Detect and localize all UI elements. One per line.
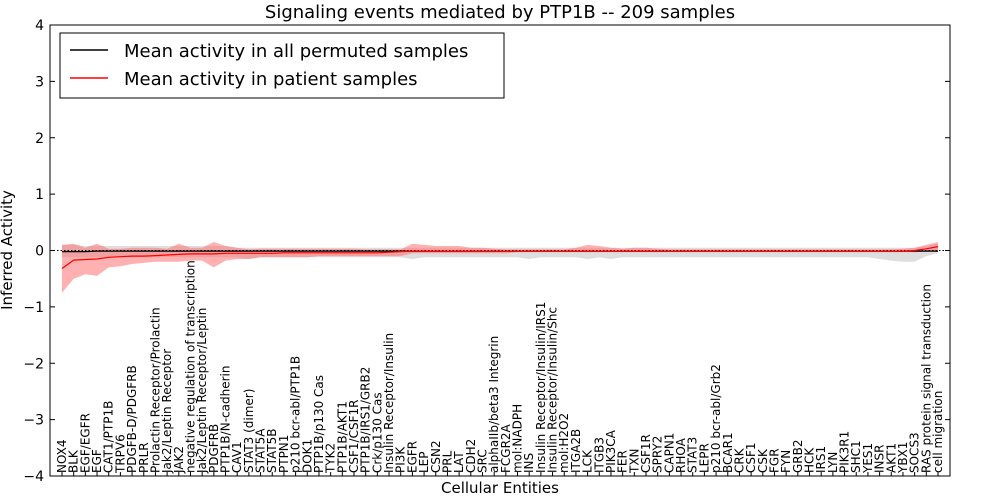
x-tick-label: PTPN1 — [277, 435, 291, 473]
x-tick-label: Jak2/Leptin Receptor/Leptin — [195, 308, 209, 474]
x-tick-label: CAT1/PTP1B — [102, 401, 116, 473]
x-tick-label: FGR — [768, 448, 782, 473]
x-tick-label: BCAR1 — [721, 432, 735, 473]
x-tick-label: Insulin Receptor/Insulin — [382, 333, 396, 473]
x-tick-label: STAT3 — [686, 437, 700, 473]
confidence-bands — [62, 242, 938, 293]
x-tick-label: EGFR — [405, 441, 419, 473]
x-tick-label: SRC — [476, 449, 490, 473]
x-tick-label: PTP1B/p130 Cas — [312, 375, 326, 473]
x-tick-label: SHC1 — [849, 440, 863, 473]
x-tick-label: DOK1 — [300, 439, 314, 473]
x-tick-label: PRLR — [137, 442, 151, 473]
x-tick-label: YES1 — [861, 443, 875, 474]
band-patient — [62, 242, 938, 293]
x-tick-label: CAV1 — [230, 441, 244, 473]
x-tick-label: Jak2/Leptin Receptor — [160, 349, 174, 474]
x-tick-label: JAK2 — [172, 446, 186, 474]
x-tick-label: CSN2 — [429, 440, 443, 473]
x-tick-label: PTP1B/AKT1 — [335, 401, 349, 473]
x-axis: NOX4BLKEGF/EGFREGFCAT1/PTP1BTRPV6PDGFB-D… — [55, 260, 945, 476]
y-tick-label: −4 — [23, 469, 44, 485]
x-tick-label: NOX4 — [55, 439, 69, 473]
y-axis-label: Inferred Activity — [0, 190, 16, 310]
x-tick-label: LEP — [417, 451, 431, 473]
x-tick-label: HCK — [803, 447, 817, 473]
x-tick-label: IRS1 — [814, 446, 828, 473]
x-tick-label: Crk/p130 Cas — [370, 392, 384, 473]
series-line-patient — [61, 246, 939, 269]
x-tick-label: p210 bcr-abl/PTP1B — [289, 356, 303, 473]
x-tick-label: GRB2 — [791, 439, 805, 473]
y-tick-label: −2 — [23, 356, 44, 372]
x-tick-label: PTP1B/N-cadherin — [219, 366, 233, 473]
y-tick-label: −1 — [23, 300, 44, 316]
y-tick-label: 1 — [35, 187, 44, 203]
x-tick-label: RHOA — [674, 437, 688, 473]
x-tick-label: PTP1B/IRS1/GRB2 — [359, 367, 373, 473]
legend-label-permuted: Mean activity in all permuted samples — [124, 41, 468, 62]
x-tick-label: YBX1 — [896, 442, 910, 474]
y-tick-label: 4 — [35, 18, 44, 34]
x-tick-label: STAT3 (dimer) — [242, 389, 256, 473]
x-tick-label: CSF1 — [744, 442, 758, 473]
x-tick-label: CRK — [732, 447, 746, 473]
x-tick-label: ITGB3 — [592, 437, 606, 473]
x-tick-label: INS — [522, 453, 536, 473]
x-tick-label: AKT1 — [884, 443, 898, 473]
x-tick-label: Prolactin Receptor/Prolactin — [148, 307, 162, 473]
x-tick-label: ITGA2B — [569, 429, 583, 473]
x-tick-label: EGF/EGFR — [78, 413, 92, 473]
x-tick-label: Insulin Receptor/Insulin/Shc — [546, 307, 560, 473]
x-tick-label: CDH2 — [464, 439, 478, 473]
x-tick-label: CAPN1 — [662, 433, 676, 473]
y-tick-label: 2 — [35, 131, 44, 147]
x-tick-label: INSR — [873, 445, 887, 473]
x-tick-label: p210 bcr-abl/Grb2 — [709, 364, 723, 473]
x-tick-label: cell migration — [931, 391, 945, 473]
x-tick-label: mol:NADPH — [511, 404, 525, 473]
chart-title: Signaling events mediated by PTP1B -- 20… — [265, 2, 735, 23]
y-axis: −4 −3 −2 −1 0 1 2 3 4 — [23, 18, 950, 485]
x-tick-label: FCGR2A — [499, 423, 513, 473]
x-tick-label: CSF1/CSF1R — [347, 400, 361, 473]
x-tick-label: PRL — [440, 450, 454, 473]
x-tick-label: FER — [616, 450, 630, 473]
x-tick-label: PIK3R1 — [838, 431, 852, 473]
x-tick-label: mol:H2O2 — [557, 413, 571, 473]
x-tick-label: PI3K — [394, 446, 408, 473]
x-axis-label: Cellular Entities — [441, 479, 559, 497]
x-tick-label: FYN — [779, 450, 793, 473]
x-tick-label: TXN — [627, 448, 641, 474]
x-tick-label: LEPR — [697, 443, 711, 473]
x-tick-label: CSF1R — [639, 434, 653, 473]
x-tick-label: STAT5B — [265, 429, 279, 474]
y-tick-label: 0 — [35, 244, 44, 260]
x-tick-label: SPRY2 — [651, 436, 665, 473]
x-tick-label: TYK2 — [324, 443, 338, 474]
x-tick-label: PDGFRB — [207, 424, 221, 473]
x-tick-label: LYN — [826, 452, 840, 473]
x-tick-label: STAT5A — [254, 428, 268, 473]
y-tick-label: 3 — [35, 74, 44, 90]
x-tick-label: SOCS3 — [908, 432, 922, 473]
y-tick-label: −3 — [23, 413, 44, 429]
x-tick-label: LAT — [452, 451, 466, 473]
x-tick-label: alphaIIb/beta3 Integrin — [487, 336, 501, 473]
x-tick-label: negative regulation of transcription — [184, 260, 198, 473]
x-tick-label: TRPV6 — [113, 434, 127, 474]
legend-frame — [59, 32, 505, 99]
series-lines — [61, 246, 939, 269]
x-tick-label: BLK — [67, 449, 81, 473]
x-tick-label: Insulin Receptor/Insulin/IRS1 — [534, 302, 548, 473]
x-tick-label: LCK — [581, 449, 595, 473]
x-tick-label: CSK — [756, 448, 770, 473]
x-tick-label: RAS protein signal transduction — [919, 284, 933, 473]
legend: Mean activity in all permuted samples Me… — [59, 32, 505, 99]
x-tick-label: PDGFB-D/PDGFRB — [125, 365, 139, 473]
legend-label-patient: Mean activity in patient samples — [124, 69, 418, 90]
x-tick-label: PIK3CA — [604, 429, 618, 473]
x-tick-label: EGF — [90, 449, 104, 473]
